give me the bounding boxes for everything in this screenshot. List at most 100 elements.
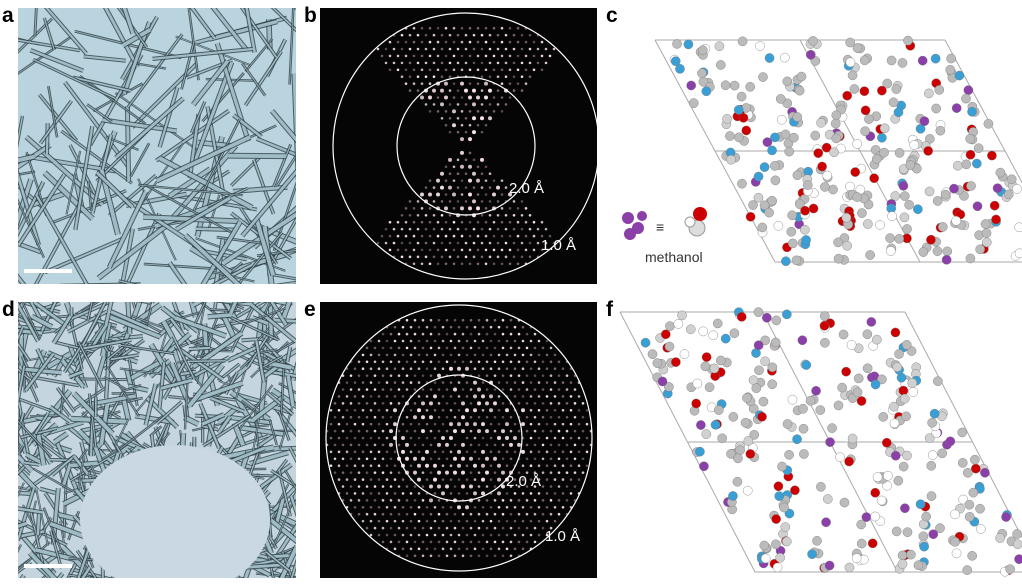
spot: [476, 123, 480, 127]
spot: [521, 422, 525, 427]
spot: [573, 471, 577, 474]
spot: [388, 68, 392, 72]
spot: [433, 353, 437, 357]
crystal-face: [279, 545, 296, 578]
spot: [505, 464, 509, 468]
crystal-face: [39, 100, 73, 144]
spot: [520, 227, 524, 231]
spot: [465, 492, 469, 495]
atom: [859, 55, 870, 66]
spot: [533, 471, 537, 474]
spot: [397, 332, 401, 336]
crystal-face: [18, 401, 30, 460]
crystal-face: [25, 154, 116, 173]
spot: [464, 186, 468, 189]
spot: [492, 96, 496, 99]
spot: [409, 436, 413, 440]
spot: [337, 436, 341, 440]
crystal-face: [241, 169, 296, 237]
spot: [416, 241, 420, 245]
crystal-face: [45, 123, 49, 155]
crystal-face: [175, 196, 231, 231]
atom: [720, 333, 731, 344]
spot: [520, 47, 524, 51]
spot: [365, 457, 369, 461]
spot: [357, 388, 361, 391]
crystal-face: [29, 509, 44, 566]
spot: [412, 234, 416, 238]
spot: [477, 401, 481, 406]
crystal-face: [159, 156, 253, 210]
spot: [413, 402, 417, 405]
spot: [397, 471, 401, 474]
spot: [441, 491, 445, 496]
crystal-face: [237, 393, 263, 404]
spot: [545, 436, 549, 440]
spot: [376, 241, 380, 245]
spot: [553, 478, 557, 481]
spot: [421, 360, 425, 364]
spot: [577, 408, 581, 412]
spot: [533, 388, 537, 391]
crystal-face: [286, 375, 295, 407]
spot: [461, 540, 465, 544]
spot: [345, 492, 349, 495]
spot: [513, 353, 517, 357]
spot: [465, 325, 469, 329]
atom: [907, 378, 918, 388]
crystal-face: [227, 295, 243, 297]
crystal-face: [18, 274, 26, 284]
crystal-face: [86, 104, 113, 123]
atom: [757, 222, 768, 233]
spot: [488, 255, 492, 259]
spot: [513, 519, 517, 523]
spot: [377, 436, 381, 440]
atom: [660, 329, 671, 340]
atom: [966, 181, 976, 191]
spot: [432, 213, 436, 217]
atom: [758, 72, 768, 82]
spot: [569, 422, 573, 426]
spot: [480, 255, 484, 259]
spot: [512, 255, 516, 259]
spot: [536, 241, 540, 245]
spot: [524, 220, 528, 224]
spot: [389, 402, 393, 405]
spot: [488, 213, 492, 217]
spot: [553, 353, 557, 357]
spot: [509, 318, 513, 322]
spot: [461, 470, 465, 475]
spot: [513, 450, 517, 454]
spot: [477, 485, 481, 488]
atom: [767, 362, 778, 373]
crystal-face: [119, 368, 166, 375]
spot: [385, 519, 389, 523]
crystal-face: [44, 238, 123, 274]
spot: [444, 95, 448, 100]
spot: [457, 366, 461, 371]
atom: [772, 562, 783, 573]
spot: [389, 388, 393, 391]
spot: [421, 512, 425, 516]
atom: [889, 418, 900, 429]
atom: [919, 116, 930, 126]
atom: [745, 449, 756, 459]
spot: [569, 450, 573, 454]
spot: [492, 234, 496, 238]
spot: [493, 346, 497, 350]
spot: [373, 485, 377, 488]
atom: [822, 170, 833, 181]
spot: [388, 248, 392, 252]
atom: [886, 55, 897, 66]
atom: [697, 45, 708, 55]
spot: [377, 492, 381, 495]
spot: [504, 227, 508, 231]
spot: [520, 213, 524, 217]
spot: [341, 388, 345, 391]
spot: [385, 464, 389, 468]
crystal-face: [201, 220, 242, 284]
crystal-face: [61, 130, 133, 184]
spot: [456, 116, 460, 120]
spot: [533, 402, 537, 405]
spot: [456, 241, 460, 245]
